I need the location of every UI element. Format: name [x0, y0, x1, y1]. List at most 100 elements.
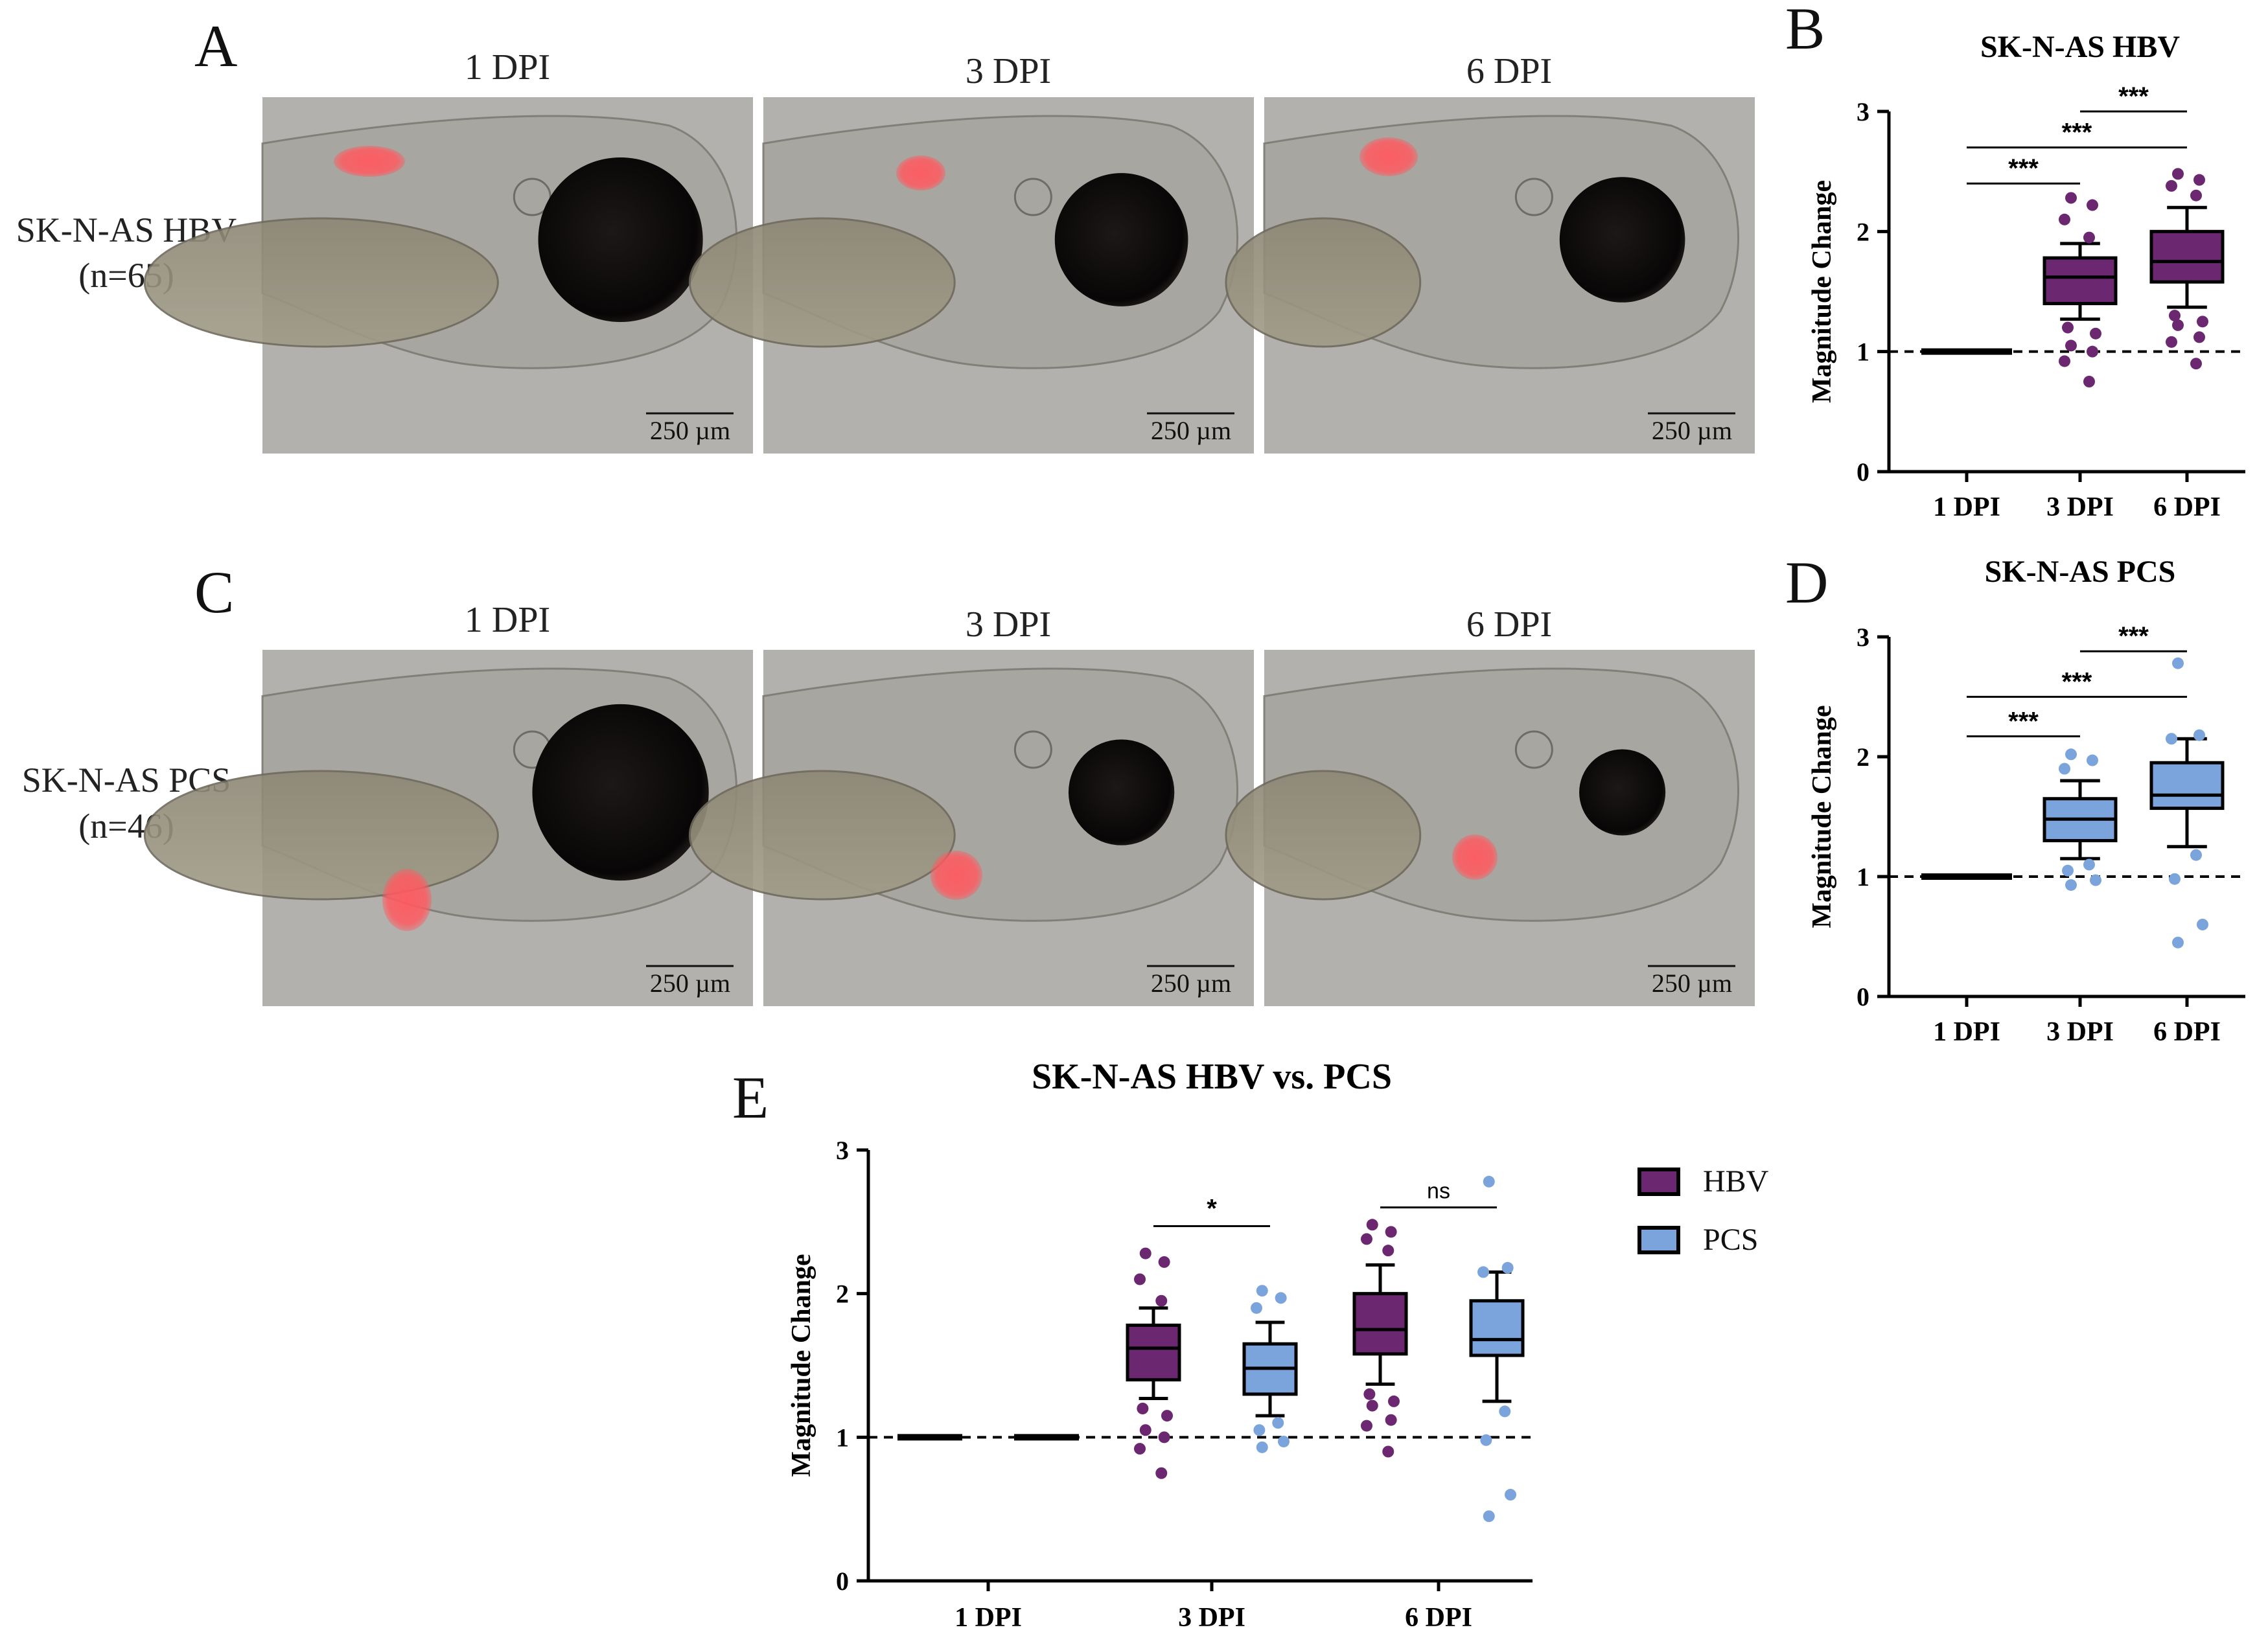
outlier-point	[2083, 858, 2095, 871]
yolk-sac	[143, 770, 499, 901]
outlier-point	[1253, 1424, 1266, 1436]
y-tick-label: 1	[836, 1423, 849, 1452]
box	[2042, 256, 2118, 306]
y-tick-label: 0	[836, 1567, 849, 1596]
box	[2149, 229, 2225, 284]
outlier-point	[2166, 336, 2177, 348]
significance-label: ***	[2118, 82, 2149, 111]
outlier-point	[1158, 1256, 1170, 1268]
scale-bar-label: 250 µm	[1151, 416, 1231, 445]
column-labels-bottom: 1 DPI 3 DPI 6 DPI	[465, 600, 1552, 645]
outlier-point	[1139, 1424, 1151, 1436]
larva-eye	[1559, 177, 1685, 303]
scale-bar-label: 250 µm	[650, 969, 730, 998]
otic-vesicle	[1514, 730, 1553, 769]
significance-label: ***	[2008, 707, 2039, 736]
significance-label: ***	[2062, 668, 2092, 696]
micrograph-panel: 250 µm	[688, 650, 1254, 1006]
outlier-point	[1278, 1435, 1290, 1447]
outlier-point	[2166, 733, 2177, 745]
outlier-point	[2059, 355, 2070, 367]
significance-label: ns	[1427, 1179, 1450, 1204]
tumor-fluorescence	[334, 146, 405, 177]
outlier-point	[2087, 754, 2098, 766]
chart-title: SK-N-AS PCS	[1985, 555, 2176, 589]
outlier-point	[1251, 1302, 1262, 1314]
chart-title: SK-N-AS HBV	[1980, 30, 2180, 64]
outlier-point	[2190, 358, 2202, 370]
outlier-point	[1483, 1510, 1495, 1523]
chart-d-sk-n-as-pcs: 0 1 2 3 Magnitude Change SK-N-AS PCS 1 DPI 3 DP…	[1807, 555, 2245, 1047]
outlier-point	[1483, 1175, 1495, 1188]
outlier-point	[2065, 748, 2077, 761]
tumor-fluorescence	[382, 869, 432, 931]
column-labels-top: 1 DPI 3 DPI 6 DPI	[465, 47, 1552, 91]
outlier-point	[1382, 1445, 1394, 1458]
outlier-point	[2172, 657, 2184, 669]
significance-label: ***	[2062, 119, 2092, 147]
x-tick-label: 3 DPI	[1178, 1603, 1245, 1633]
panel-letter-c: C	[194, 559, 234, 625]
col-label-1dpi: 1 DPI	[465, 47, 550, 87]
significance-label: ***	[2118, 622, 2149, 650]
x-tick-label: 3 DPI	[2046, 1017, 2114, 1047]
larva-eye	[1054, 173, 1188, 306]
microscopy-images: 250 µm 250 µm 250 µm 250 µm 250 µm 250 µm	[143, 97, 1755, 1006]
outlier-point	[1366, 1399, 1378, 1412]
yolk-sac	[688, 217, 956, 348]
panel-letter-d: D	[1785, 549, 1828, 615]
outlier-point	[1366, 1219, 1378, 1231]
outlier-point	[1388, 1395, 1400, 1407]
box	[2149, 761, 2225, 811]
scale-bar-label: 250 µm	[650, 416, 730, 445]
col-label-6dpi: 6 DPI	[1466, 51, 1552, 91]
col-label-3dpi: 3 DPI	[966, 604, 1051, 645]
outlier-point	[1501, 1261, 1514, 1274]
micrograph-panel: 250 µm	[143, 650, 753, 1006]
outlier-point	[2062, 321, 2074, 334]
otic-vesicle	[1013, 178, 1052, 216]
y-tick-label: 3	[1857, 623, 1869, 652]
outlier-point	[2090, 327, 2101, 339]
outlier-point	[1275, 1292, 1287, 1304]
outlier-point	[2090, 874, 2101, 886]
outlier-point	[1158, 1431, 1170, 1444]
outlier-point	[2193, 729, 2205, 741]
x-tick-label: 3 DPI	[2046, 492, 2114, 522]
outlier-point	[2197, 919, 2208, 930]
outlier-point	[1505, 1489, 1516, 1501]
outlier-point	[2172, 168, 2184, 180]
larva-eye	[1579, 749, 1666, 836]
outlier-point	[2087, 345, 2098, 358]
chart-e-hbv-vs-pcs: 0 1 2 3 Magnitude Change SK-N-AS HBV vs. PCS 1…	[787, 1057, 1769, 1633]
outlier-point	[1161, 1410, 1173, 1422]
outlier-point	[2083, 231, 2095, 244]
outlier-point	[2193, 331, 2205, 343]
col-label-3dpi: 3 DPI	[966, 51, 1051, 91]
outlier-point	[2065, 879, 2077, 891]
outlier-point	[1256, 1285, 1268, 1297]
x-tick-label: 1 DPI	[1933, 492, 2000, 522]
larva-eye	[538, 157, 703, 323]
outlier-point	[2065, 192, 2077, 204]
outlier-point	[2190, 189, 2202, 201]
micrograph-panel: 250 µm	[688, 97, 1254, 454]
outlier-point	[1385, 1226, 1397, 1238]
y-tick-label: 2	[1857, 217, 1869, 246]
outlier-point	[1134, 1443, 1146, 1455]
larva-eye	[1068, 739, 1175, 846]
outlier-point	[1480, 1434, 1492, 1446]
outlier-point	[1361, 1233, 1372, 1245]
y-tick-label: 2	[1857, 742, 1869, 772]
panel-letter-e: E	[732, 1064, 769, 1131]
outlier-point	[1477, 1266, 1489, 1278]
chart-title: SK-N-AS HBV vs. PCS	[1032, 1057, 1392, 1097]
tumor-fluorescence	[896, 155, 945, 190]
chart-b-sk-n-as-hbv: 0 1 2 3 Magnitude Change SK-N-AS HBV 1 DPI 3 DP…	[1807, 30, 2245, 522]
outlier-point	[2169, 873, 2181, 885]
outlier-point	[2172, 936, 2184, 949]
box	[1352, 1292, 1408, 1356]
larva-eye	[532, 704, 709, 881]
legend-label: HBV	[1703, 1164, 1769, 1199]
